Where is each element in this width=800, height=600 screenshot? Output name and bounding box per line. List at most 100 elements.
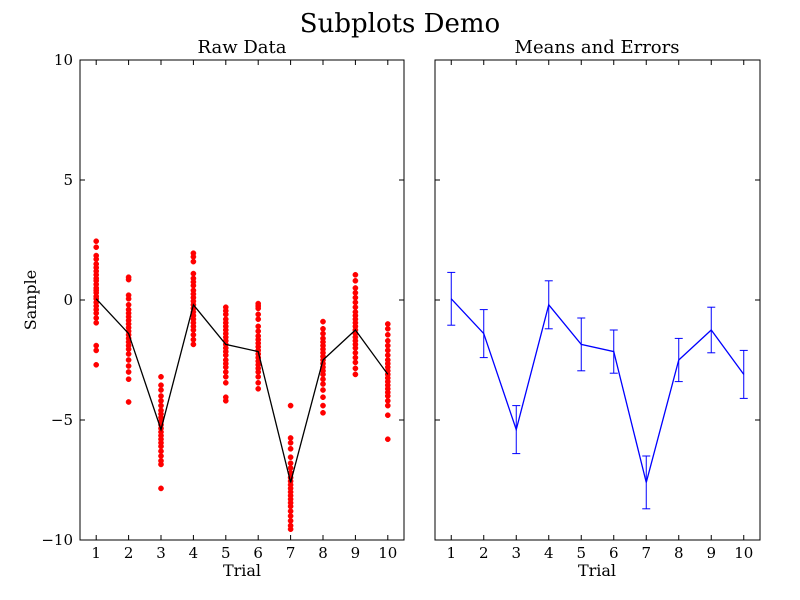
- raw-data-point: [125, 399, 132, 405]
- raw-data-point: [255, 373, 262, 380]
- raw-data-point: [384, 347, 391, 354]
- raw-data-mean-line: [95, 298, 389, 483]
- raw-data-point: [190, 341, 197, 348]
- raw-data-point: [287, 460, 294, 467]
- raw-data-point: [384, 397, 391, 404]
- y-tick-label: −10: [41, 531, 73, 549]
- raw-data-point: [158, 485, 164, 492]
- raw-data-point: [384, 352, 391, 359]
- raw-data-point: [255, 305, 262, 312]
- raw-data-point: [352, 371, 359, 378]
- raw-data-x-axis: 1 2 3 4 5 6 7 8 9 10: [91, 60, 397, 562]
- raw-data-point: [320, 387, 326, 393]
- means-errors-frame: [434, 59, 761, 541]
- raw-data-point: [287, 526, 294, 533]
- raw-data-point: [125, 351, 132, 357]
- raw-data-point: [287, 503, 294, 510]
- x-tick-label: 4: [544, 544, 554, 562]
- raw-data-point: [158, 382, 164, 389]
- raw-data-point: [352, 365, 359, 372]
- raw-data-point: [287, 445, 294, 452]
- raw-data-point: [93, 315, 100, 321]
- raw-data-point: [93, 342, 100, 349]
- raw-data-point: [125, 301, 132, 308]
- raw-data-point: [384, 412, 391, 419]
- raw-data-point: [158, 373, 164, 380]
- raw-data-point: [93, 361, 100, 368]
- raw-data-point: [93, 347, 100, 354]
- raw-data-point: [320, 409, 326, 416]
- y-tick-label: 0: [63, 291, 73, 309]
- raw-data-point: [352, 349, 359, 356]
- x-tick-label: 1: [91, 544, 101, 562]
- raw-data-point: [125, 376, 132, 383]
- raw-data-point: [255, 328, 262, 335]
- raw-data-point: [287, 435, 294, 441]
- raw-data-mean-series-line: [95, 298, 389, 483]
- x-tick-label: 2: [124, 544, 134, 562]
- raw-data-point: [158, 453, 164, 459]
- raw-data-point: [190, 331, 197, 338]
- x-tick-label: 5: [221, 544, 231, 562]
- raw-data-point: [158, 387, 164, 393]
- raw-data-point: [93, 244, 100, 251]
- raw-data-point: [287, 508, 294, 515]
- raw-data-point: [352, 285, 359, 291]
- x-tick-label: 7: [641, 544, 651, 562]
- raw-data-point: [320, 330, 326, 337]
- x-tick-label: 9: [351, 544, 361, 562]
- raw-data-point: [222, 364, 229, 371]
- means-errors-y-ticks: [435, 59, 760, 541]
- raw-data-point: [125, 295, 132, 302]
- raw-data-point: [384, 337, 391, 344]
- raw-data-point: [384, 331, 391, 338]
- raw-data-point: [222, 379, 229, 386]
- x-tick-label: 9: [706, 544, 716, 562]
- figure-title: Subplots Demo: [300, 9, 500, 39]
- raw-data-point: [158, 461, 164, 468]
- raw-data-point: [320, 381, 326, 387]
- means-errors-title: Means and Errors: [515, 37, 680, 58]
- raw-data-point: [384, 402, 391, 409]
- raw-data-point: [190, 336, 197, 343]
- raw-data-point: [384, 393, 391, 399]
- raw-data-point: [287, 439, 294, 446]
- raw-data-point: [384, 325, 391, 332]
- x-tick-label: 2: [479, 544, 489, 562]
- means-errors-error-bars: [447, 271, 748, 510]
- raw-data-point: [190, 327, 197, 333]
- raw-data-point: [384, 436, 391, 443]
- raw-data-point: [352, 294, 359, 301]
- x-tick-label: 1: [446, 544, 456, 562]
- raw-data-point: [287, 454, 294, 461]
- means-errors-x-axis: 1 2 3 4 5 6 7 8 9 10: [446, 60, 753, 562]
- raw-data-point: [255, 385, 262, 392]
- raw-data-point: [222, 311, 229, 318]
- y-tick-label: 10: [54, 51, 73, 69]
- raw-data-point: [190, 270, 197, 277]
- x-tick-label: 6: [253, 544, 263, 562]
- raw-data-point: [93, 238, 100, 245]
- raw-data-point: [255, 323, 262, 330]
- raw-data-point: [93, 310, 100, 317]
- raw-data-y-axis: −10 −5 0 5 10: [41, 51, 404, 549]
- raw-data-point: [352, 359, 359, 366]
- x-tick-label: 10: [734, 544, 753, 562]
- raw-data-panel: Raw Data 1 2 3 4 5 6 7 8 9 10 −10 −5 0 5 10 Trial Sam…: [21, 37, 405, 580]
- raw-data-point: [352, 354, 359, 361]
- raw-data-point: [190, 282, 197, 289]
- raw-data-point: [352, 271, 359, 278]
- raw-data-point: [384, 342, 391, 349]
- x-tick-label: 5: [576, 544, 586, 562]
- raw-data-point: [125, 346, 132, 353]
- raw-data-point: [190, 258, 197, 265]
- raw-data-point: [255, 369, 262, 375]
- raw-data-point: [287, 517, 294, 524]
- raw-data-point: [287, 402, 294, 409]
- x-tick-label: 4: [189, 544, 199, 562]
- raw-data-x-label: Trial: [223, 561, 261, 580]
- means-errors-line: [450, 298, 745, 483]
- raw-data-point: [222, 373, 229, 380]
- raw-data-point: [93, 319, 100, 326]
- raw-data-point: [352, 299, 359, 306]
